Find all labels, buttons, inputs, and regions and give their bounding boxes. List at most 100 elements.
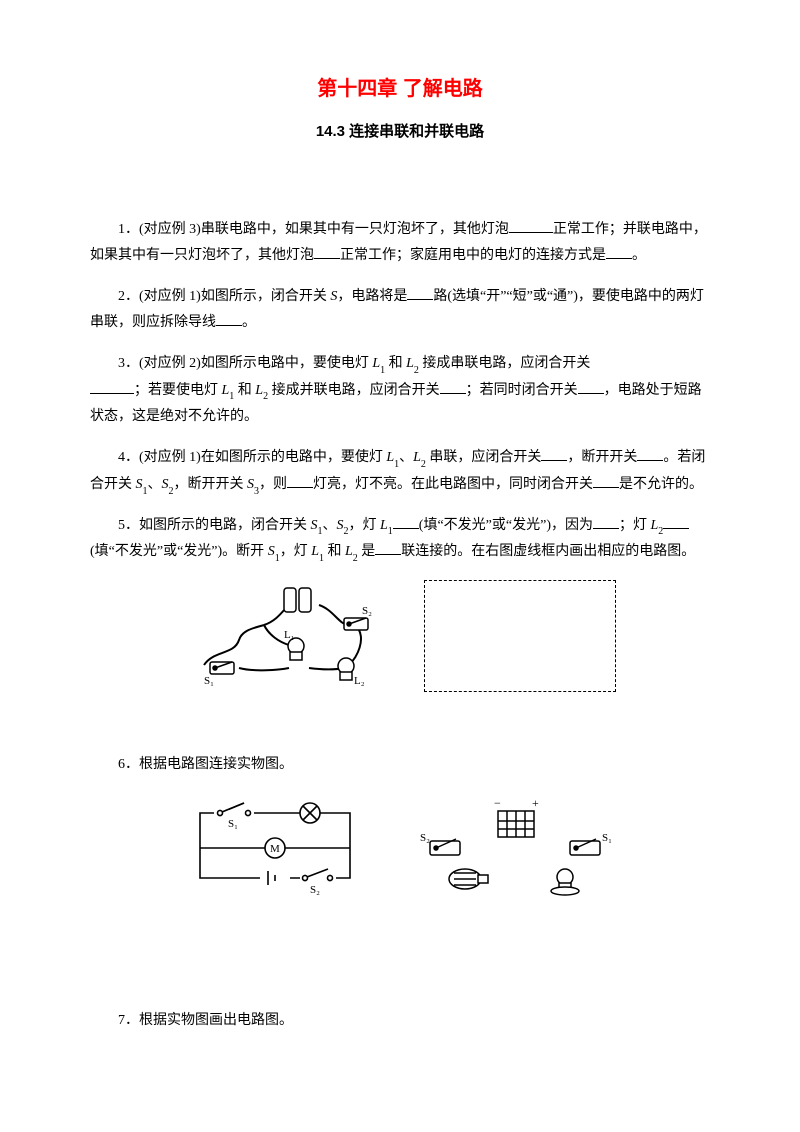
blank: [407, 285, 433, 300]
q5-g: ，灯: [280, 544, 312, 559]
S: S: [162, 477, 169, 492]
question-2: 2．(对应例 1)如图所示，闭合开关 S，电路将是路(选填“开”“短”或“通”)…: [90, 284, 710, 337]
blank: [637, 446, 663, 461]
q4-a: 4．(对应例 1)在如图所示的电路中，要使灯: [118, 450, 386, 465]
question-4: 4．(对应例 1)在如图所示的电路中，要使灯 L1、L2 串联，应闭合开关，断开…: [90, 445, 710, 499]
blank: [606, 244, 632, 259]
q2-a: 2．(对应例 1)如图所示，闭合开关: [118, 289, 330, 304]
q5-i: 是: [358, 544, 376, 559]
blank: [541, 446, 567, 461]
q4-j: 是不允许的。: [619, 477, 703, 492]
blank: [393, 514, 419, 529]
q3-f: 接成并联电路，应闭合开关: [268, 383, 440, 398]
L2s: 2: [263, 391, 268, 402]
L2s: 2: [421, 459, 426, 470]
L: L: [386, 450, 394, 465]
q5-f: (填“不发光”或“发光”)。断开: [90, 544, 268, 559]
q7-text: 7．根据实物图画出电路图。: [90, 1008, 710, 1035]
q3-c: 接成串联电路，应闭合开关: [419, 356, 591, 371]
question-5: 5．如图所示的电路，闭合开关 S1、S2，灯 L1(填“不发光”或“发光”)，因…: [90, 513, 710, 567]
document-page: 第十四章 了解电路 14.3 连接串联和并联电路 1．(对应例 3)串联电路中，…: [0, 0, 800, 1108]
figure-5-drawing: S₂ S₁ L₁ L₂: [184, 580, 384, 690]
blank: [375, 540, 401, 555]
figure-5-row: S₂ S₁ L₁ L₂: [90, 580, 710, 692]
S2s: 2: [169, 486, 174, 497]
q5-j: 联连接的。在右图虚线框内画出相应的电路图。: [401, 544, 695, 559]
q1-c: 正常工作；家庭用电中的电灯的连接方式是: [340, 248, 606, 263]
blank: [509, 218, 553, 233]
L2s: 2: [414, 365, 419, 376]
L: L: [255, 383, 263, 398]
q3-a: 3．(对应例 2)如图所示电路中，要使电灯: [118, 356, 372, 371]
S: S: [136, 477, 143, 492]
S: S: [337, 518, 344, 533]
blank: [287, 473, 313, 488]
q4-d: ，断开开关: [567, 450, 637, 465]
q4-g: ，断开开关: [174, 477, 248, 492]
figure-5-dashed-box: [424, 580, 616, 692]
fig5-l2-label: L₂: [354, 675, 365, 687]
L1s: 1: [229, 391, 234, 402]
question-7: 7．根据实物图画出电路图。: [90, 1008, 710, 1035]
minus-label: −: [494, 796, 501, 810]
blank: [90, 379, 134, 394]
q5-b: 、: [323, 518, 337, 533]
L2s: 2: [353, 553, 358, 564]
q4-c: 串联，应闭合开关: [426, 450, 542, 465]
q5-c: ，灯: [349, 518, 381, 533]
fig6p-s1-label: S₂: [420, 832, 430, 844]
S: S: [247, 477, 254, 492]
figure-6-circuit: S₁ M: [180, 793, 370, 898]
plus-label: +: [532, 796, 539, 810]
blank: [216, 311, 242, 326]
q1-a: 1．(对应例 3)串联电路中，如果其中有一只灯泡坏了，其他灯泡: [118, 222, 509, 237]
S1s: 1: [143, 486, 148, 497]
L1s: 1: [394, 459, 399, 470]
L: L: [311, 544, 319, 559]
q4-f: 、: [148, 477, 162, 492]
L: L: [413, 450, 421, 465]
q4-i: 灯亮，灯不亮。在此电路图中，同时闭合开关: [313, 477, 593, 492]
fig6-s2-label: S₂: [310, 884, 320, 896]
L2s: 2: [658, 526, 663, 537]
fig6-m-label: M: [270, 843, 280, 855]
section-title: 14.3 连接串联和并联电路: [90, 118, 710, 147]
q5-h: 和: [324, 544, 345, 559]
q3-g: ；若同时闭合开关: [466, 383, 578, 398]
S: S: [268, 544, 275, 559]
blank: [440, 379, 466, 394]
L1s: 1: [380, 365, 385, 376]
L1s: 1: [388, 526, 393, 537]
fig5-l1-label: L₁: [284, 629, 295, 641]
q3-b: 和: [385, 356, 406, 371]
S1s: 1: [275, 553, 280, 564]
spacer: [90, 908, 710, 1008]
question-6: 6．根据电路图连接实物图。: [90, 752, 710, 779]
q6-text: 6．根据电路图连接实物图。: [90, 752, 710, 779]
L: L: [406, 356, 414, 371]
blank: [593, 514, 619, 529]
q2-e: 。: [242, 315, 256, 330]
fig6p-s2-label: S₁: [602, 832, 612, 844]
q4-b: 、: [399, 450, 413, 465]
fig5-s2-label: S₂: [362, 605, 372, 617]
q3-e: 和: [234, 383, 255, 398]
fig5-s1-label: S₁: [204, 675, 214, 687]
blank: [314, 244, 340, 259]
fig6-s1-label: S₁: [228, 818, 238, 830]
figure-6-row: S₁ M: [90, 793, 710, 898]
q2-c: ，电路将是: [337, 289, 407, 304]
q3-d: ；若要使电灯: [134, 383, 222, 398]
chapter-title: 第十四章 了解电路: [90, 70, 710, 108]
L: L: [372, 356, 380, 371]
blank: [593, 473, 619, 488]
L: L: [345, 544, 353, 559]
figure-6-parts: − + S₂ S₁: [410, 793, 620, 898]
q5-e: ；灯: [619, 518, 651, 533]
question-1: 1．(对应例 3)串联电路中，如果其中有一只灯泡坏了，其他灯泡正常工作；并联电路…: [90, 217, 710, 270]
S: S: [311, 518, 318, 533]
L: L: [380, 518, 388, 533]
q5-d: (填“不发光”或“发光”)，因为: [419, 518, 593, 533]
q1-d: 。: [632, 248, 646, 263]
S2s: 2: [344, 526, 349, 537]
